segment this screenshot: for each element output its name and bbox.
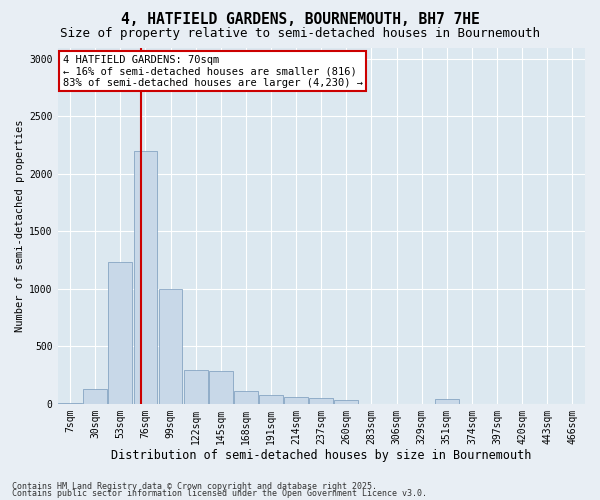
Y-axis label: Number of semi-detached properties: Number of semi-detached properties (15, 120, 25, 332)
Text: 4, HATFIELD GARDENS, BOURNEMOUTH, BH7 7HE: 4, HATFIELD GARDENS, BOURNEMOUTH, BH7 7H… (121, 12, 479, 28)
Bar (83, 389, 107, 404)
Text: Contains HM Land Registry data © Crown copyright and database right 2025.: Contains HM Land Registry data © Crown c… (12, 482, 377, 491)
Bar (435, 399, 459, 404)
Bar (58, 402, 82, 404)
Text: 4 HATFIELD GARDENS: 70sqm
← 16% of semi-detached houses are smaller (816)
83% of: 4 HATFIELD GARDENS: 70sqm ← 16% of semi-… (63, 54, 363, 88)
Text: Contains public sector information licensed under the Open Government Licence v3: Contains public sector information licen… (12, 490, 427, 498)
Bar (109, 262, 132, 404)
Bar (259, 394, 283, 404)
Bar (184, 370, 208, 404)
Bar (310, 398, 333, 404)
Text: Size of property relative to semi-detached houses in Bournemouth: Size of property relative to semi-detach… (60, 28, 540, 40)
Bar (284, 397, 308, 404)
Bar (234, 391, 258, 404)
Bar (209, 371, 233, 404)
X-axis label: Distribution of semi-detached houses by size in Bournemouth: Distribution of semi-detached houses by … (111, 450, 532, 462)
Bar (158, 289, 182, 404)
Bar (134, 151, 157, 404)
Bar (334, 400, 358, 404)
